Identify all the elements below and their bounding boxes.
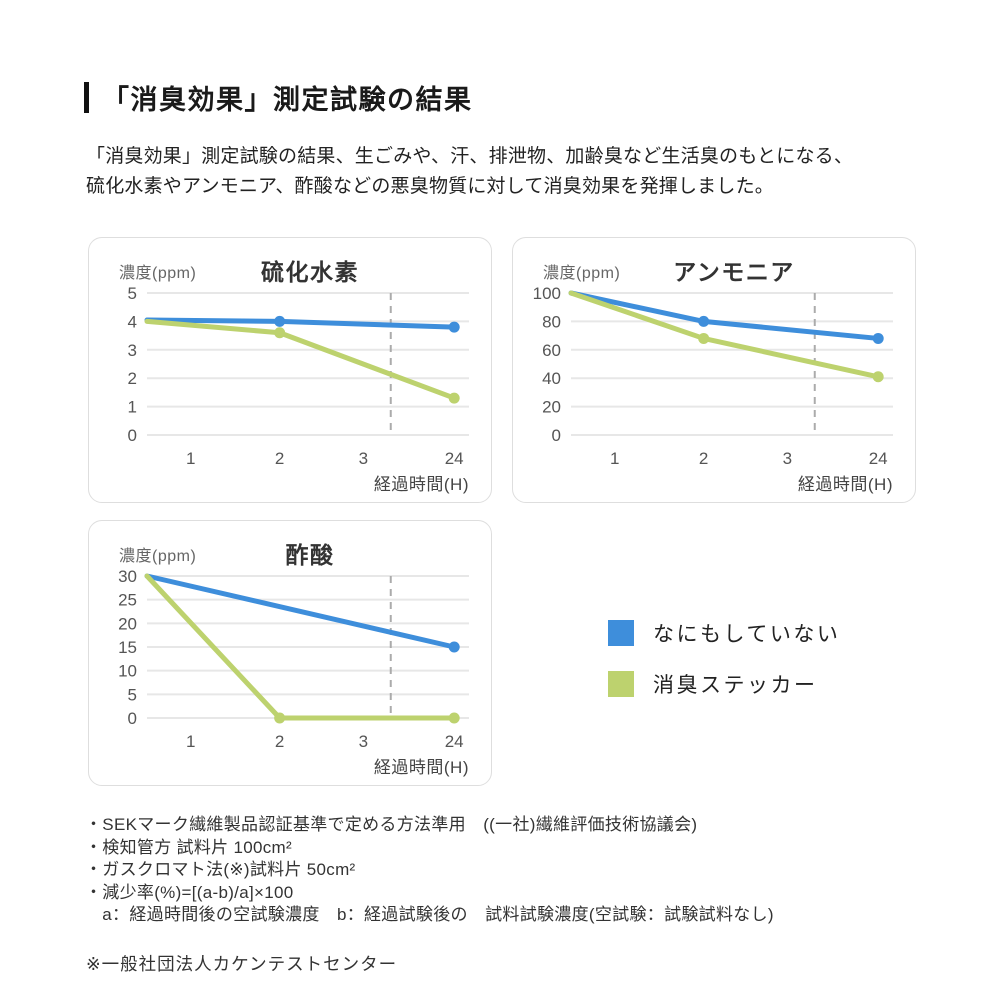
intro-text: 「消臭効果」測定試験の結果、生ごみや、汗、排泄物、加齢臭など生活臭のもとになる、…	[86, 142, 1000, 201]
svg-text:2: 2	[128, 369, 137, 388]
title-accent-bar	[84, 82, 89, 113]
legend-item-untreated: なにもしていない	[608, 618, 916, 648]
legend-item-deodorant-sticker: 消臭ステッカー	[608, 669, 916, 699]
footnote-item: ・ガスクロマト法(※)試料片 50cm²	[85, 860, 356, 880]
svg-text:1: 1	[128, 398, 137, 417]
chart-header: 濃度(ppm) 酢酸	[103, 533, 477, 569]
svg-text:0: 0	[552, 426, 561, 445]
svg-text:3: 3	[128, 341, 137, 360]
svg-text:24: 24	[869, 449, 888, 468]
chart-title-acetic-acid: 酢酸	[285, 542, 335, 569]
asterisk-note: ※一般社団法人カケンテストセンター	[86, 954, 398, 975]
intro-line-1: 「消臭効果」測定試験の結果、生ごみや、汗、排泄物、加齢臭など生活臭のもとになる、	[86, 146, 854, 167]
footnote-list: ・SEKマーク繊維製品認証基準で定める方法準用 ((一社)繊維評価技術協議会) …	[85, 814, 1000, 926]
svg-text:5: 5	[128, 284, 137, 303]
chart-card-ammonia: 濃度(ppm) アンモニア 0 20 40 60 80 100 1 2 3 24 経過時間(H)	[512, 237, 916, 504]
svg-text:1: 1	[610, 449, 619, 468]
chart-header: 濃度(ppm) 硫化水素	[103, 250, 477, 286]
footnote-item: ・SEKマーク繊維製品認証基準で定める方法準用 ((一社)繊維評価技術協議会)	[85, 815, 698, 835]
ammonia-line-chart: 0 20 40 60 80 100 1 2 3 24	[533, 284, 893, 468]
footnote-item: ・減少率(%)=[(a-b)/a]×100	[85, 882, 294, 902]
chart-card-acetic-acid: 濃度(ppm) 酢酸 0 5 10 15 20 25 30 1 2 3 24 経過時間(H)	[88, 520, 492, 787]
svg-text:24: 24	[445, 449, 464, 468]
legend-cell: なにもしていない 消臭ステッカー	[512, 520, 916, 786]
svg-text:60: 60	[542, 341, 561, 360]
x-axis-label: 経過時間(H)	[373, 475, 469, 495]
svg-text:20: 20	[542, 398, 561, 417]
svg-text:5: 5	[128, 686, 137, 705]
svg-text:0: 0	[128, 709, 137, 728]
chart-legend: なにもしていない 消臭ステッカー	[608, 618, 916, 699]
y-axis-label: 濃度(ppm)	[543, 265, 621, 283]
svg-text:80: 80	[542, 313, 561, 332]
chart-header: 濃度(ppm) アンモニア	[527, 250, 901, 286]
svg-text:2: 2	[699, 449, 708, 468]
svg-text:2: 2	[275, 732, 284, 751]
svg-text:24: 24	[445, 732, 464, 751]
chart-title-ammonia: アンモニア	[673, 259, 795, 286]
chart-card-hydrogen-sulfide: 濃度(ppm) 硫化水素 0 1 2 3 4 5 1 2 3 24 経過時間(H)	[88, 237, 492, 504]
svg-text:100: 100	[533, 284, 561, 303]
page-title: 「消臭効果」測定試験の結果	[102, 85, 473, 115]
hydrogen-sulfide-line-chart: 0 1 2 3 4 5 1 2 3 24	[128, 284, 469, 468]
page-title-row: 「消臭効果」測定試験の結果	[84, 78, 1000, 117]
svg-text:1: 1	[186, 449, 195, 468]
svg-text:0: 0	[128, 426, 137, 445]
intro-line-2: 硫化水素やアンモニア、酢酸などの悪臭物質に対して消臭効果を発揮しました。	[86, 175, 774, 197]
svg-text:2: 2	[275, 449, 284, 468]
green-legend-swatch	[608, 671, 634, 698]
charts-grid: 濃度(ppm) 硫化水素 0 1 2 3 4 5 1 2 3 24 経過時間(H) 濃度(ppm)…	[88, 237, 920, 787]
x-axis-label: 経過時間(H)	[373, 758, 469, 778]
chart-title-hydrogen-sulfide: 硫化水素	[261, 259, 359, 286]
y-axis-label: 濃度(ppm)	[119, 265, 197, 283]
svg-text:10: 10	[118, 662, 137, 681]
legend-label: なにもしていない	[653, 623, 841, 647]
footnote-item: a：経過時間後の空試験濃度 b：経過試験後の 試料試験濃度(空試験：試験試料なし…	[85, 905, 774, 924]
x-axis-label: 経過時間(H)	[797, 475, 893, 495]
acetic-acid-line-chart: 0 5 10 15 20 25 30 1 2 3 24	[118, 567, 469, 751]
svg-text:3: 3	[783, 449, 792, 468]
svg-text:4: 4	[128, 313, 137, 332]
blue-legend-swatch	[608, 620, 634, 647]
svg-text:20: 20	[118, 615, 137, 634]
footnote-item: ・検知管方 試料片 100cm²	[85, 837, 292, 857]
y-axis-label: 濃度(ppm)	[119, 548, 197, 566]
svg-text:15: 15	[118, 638, 137, 657]
svg-text:40: 40	[542, 369, 561, 388]
svg-text:3: 3	[359, 449, 368, 468]
svg-text:1: 1	[186, 732, 195, 751]
svg-text:25: 25	[118, 591, 137, 610]
legend-label: 消臭ステッカー	[653, 674, 818, 698]
svg-text:30: 30	[118, 567, 137, 586]
svg-text:3: 3	[359, 732, 368, 751]
